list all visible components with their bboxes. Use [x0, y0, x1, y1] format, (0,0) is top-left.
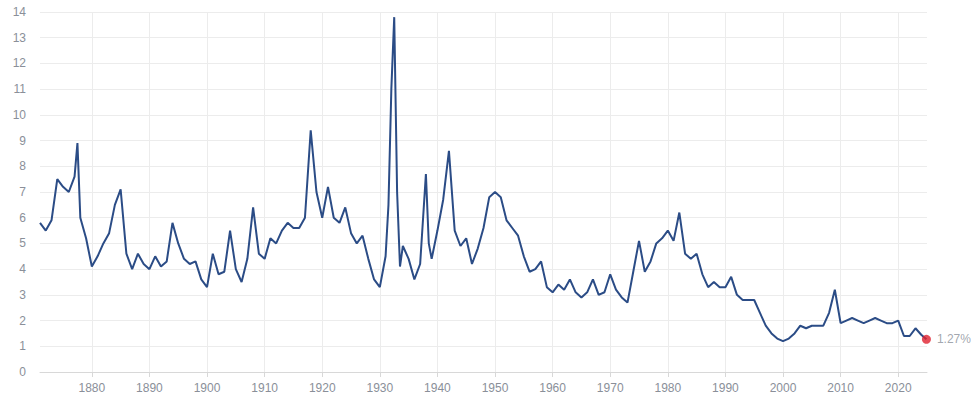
svg-text:1890: 1890 — [136, 381, 163, 395]
svg-text:3: 3 — [19, 288, 26, 302]
svg-text:1910: 1910 — [251, 381, 278, 395]
svg-text:2: 2 — [19, 314, 26, 328]
svg-text:2010: 2010 — [827, 381, 854, 395]
svg-text:1950: 1950 — [482, 381, 509, 395]
svg-text:1: 1 — [19, 339, 26, 353]
svg-text:0: 0 — [19, 365, 26, 379]
svg-text:14: 14 — [13, 5, 27, 19]
svg-text:6: 6 — [19, 211, 26, 225]
svg-text:1940: 1940 — [424, 381, 451, 395]
svg-text:1970: 1970 — [597, 381, 624, 395]
svg-text:1.27%: 1.27% — [937, 332, 971, 346]
svg-text:10: 10 — [13, 108, 27, 122]
svg-text:1900: 1900 — [194, 381, 221, 395]
svg-text:7: 7 — [19, 185, 26, 199]
svg-text:1880: 1880 — [78, 381, 105, 395]
svg-text:8: 8 — [19, 159, 26, 173]
svg-text:1920: 1920 — [309, 381, 336, 395]
svg-text:2020: 2020 — [885, 381, 912, 395]
svg-text:4: 4 — [19, 262, 26, 276]
svg-text:5: 5 — [19, 236, 26, 250]
svg-text:1960: 1960 — [539, 381, 566, 395]
svg-text:13: 13 — [13, 31, 27, 45]
svg-text:11: 11 — [14, 82, 27, 96]
svg-text:1990: 1990 — [712, 381, 739, 395]
svg-text:12: 12 — [13, 56, 27, 70]
svg-text:9: 9 — [19, 134, 26, 148]
svg-text:1930: 1930 — [366, 381, 393, 395]
svg-text:1980: 1980 — [654, 381, 681, 395]
svg-text:2000: 2000 — [770, 381, 797, 395]
